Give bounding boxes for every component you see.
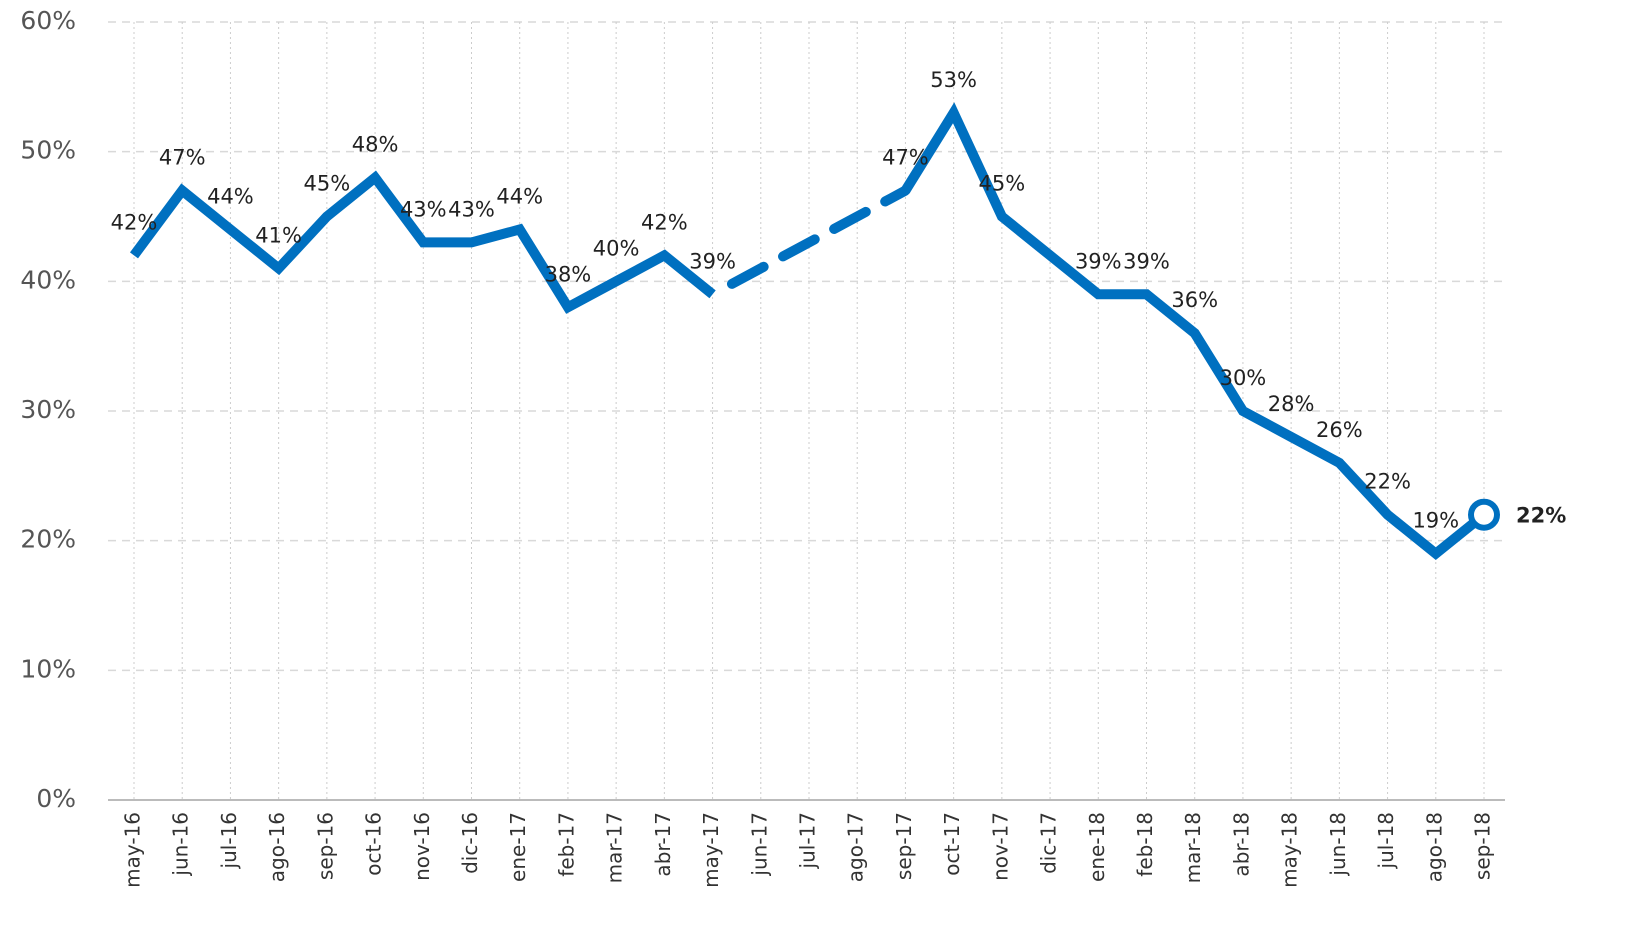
y-tick-label: 60%: [20, 6, 76, 35]
x-tick-label: nov-16: [410, 812, 434, 881]
y-tick-label: 50%: [20, 136, 76, 165]
x-tick-label: mar-18: [1181, 812, 1205, 883]
x-tick-label: dic-16: [458, 812, 482, 874]
x-tick-label: mar-17: [603, 812, 627, 883]
x-tick-label: may-18: [1278, 812, 1302, 888]
data-label: 47%: [159, 146, 206, 170]
x-tick-label: sep-18: [1471, 812, 1495, 880]
x-tick-label: sep-16: [313, 812, 337, 880]
data-label: 44%: [207, 184, 254, 208]
data-label: 30%: [1220, 366, 1267, 390]
x-tick-label: jul-18: [1374, 812, 1398, 869]
x-tick-label: feb-17: [554, 812, 578, 877]
data-label: 42%: [641, 210, 688, 234]
data-label: 28%: [1268, 392, 1315, 416]
data-label: 38%: [545, 262, 592, 286]
data-label: 47%: [882, 146, 929, 170]
data-label: 26%: [1316, 418, 1363, 442]
data-label: 22%: [1364, 470, 1411, 494]
data-label: 43%: [448, 197, 495, 221]
x-tick-label: may-17: [699, 812, 723, 888]
end-marker: [1468, 498, 1500, 531]
x-tick-label: jun-18: [1326, 812, 1350, 877]
x-tick-label: ago-16: [265, 812, 289, 882]
data-label: 45%: [979, 172, 1026, 196]
x-tick-label: jul-16: [217, 812, 241, 869]
y-tick-label: 0%: [36, 784, 76, 813]
data-label: 39%: [689, 249, 736, 273]
data-label: 53%: [930, 68, 977, 92]
line-series: [129, 170, 716, 314]
data-label: 36%: [1171, 288, 1218, 312]
data-label: 44%: [496, 184, 543, 208]
data-label: 39%: [1075, 249, 1122, 273]
data-label: 42%: [111, 210, 158, 234]
x-tick-label: nov-17: [988, 812, 1012, 881]
x-tick-label: dic-17: [1037, 812, 1061, 874]
y-tick-label: 30%: [20, 395, 76, 424]
x-tick-label: jun-16: [169, 812, 193, 877]
x-tick-label: ene-17: [506, 812, 530, 882]
data-label: 41%: [255, 223, 302, 247]
x-tick-label: oct-17: [940, 812, 964, 876]
x-tick-label: ago-18: [1422, 812, 1446, 882]
data-label: 43%: [400, 197, 447, 221]
data-label: 48%: [352, 133, 399, 157]
x-tick-label: may-16: [121, 812, 145, 888]
x-tick-label: abr-17: [651, 812, 675, 877]
x-tick-label: oct-16: [362, 812, 386, 876]
x-tick-label: abr-18: [1229, 812, 1253, 877]
data-label: 22%: [1516, 504, 1566, 528]
line-series: [901, 102, 1488, 561]
x-tick-label: sep-17: [892, 812, 916, 880]
x-tick-label: jun-17: [747, 812, 771, 877]
data-label: 40%: [593, 236, 640, 260]
x-tick-label: ago-17: [844, 812, 868, 882]
x-tick-label: feb-18: [1133, 812, 1157, 877]
y-tick-label: 40%: [20, 265, 76, 294]
gap-bridge: [707, 185, 911, 300]
x-tick-label: ene-18: [1085, 812, 1109, 882]
data-label: 19%: [1412, 509, 1459, 533]
y-tick-label: 10%: [20, 654, 76, 683]
data-label: 39%: [1123, 249, 1170, 273]
y-tick-label: 20%: [20, 525, 76, 554]
x-tick-label: jul-17: [796, 812, 820, 869]
data-label: 45%: [304, 172, 351, 196]
